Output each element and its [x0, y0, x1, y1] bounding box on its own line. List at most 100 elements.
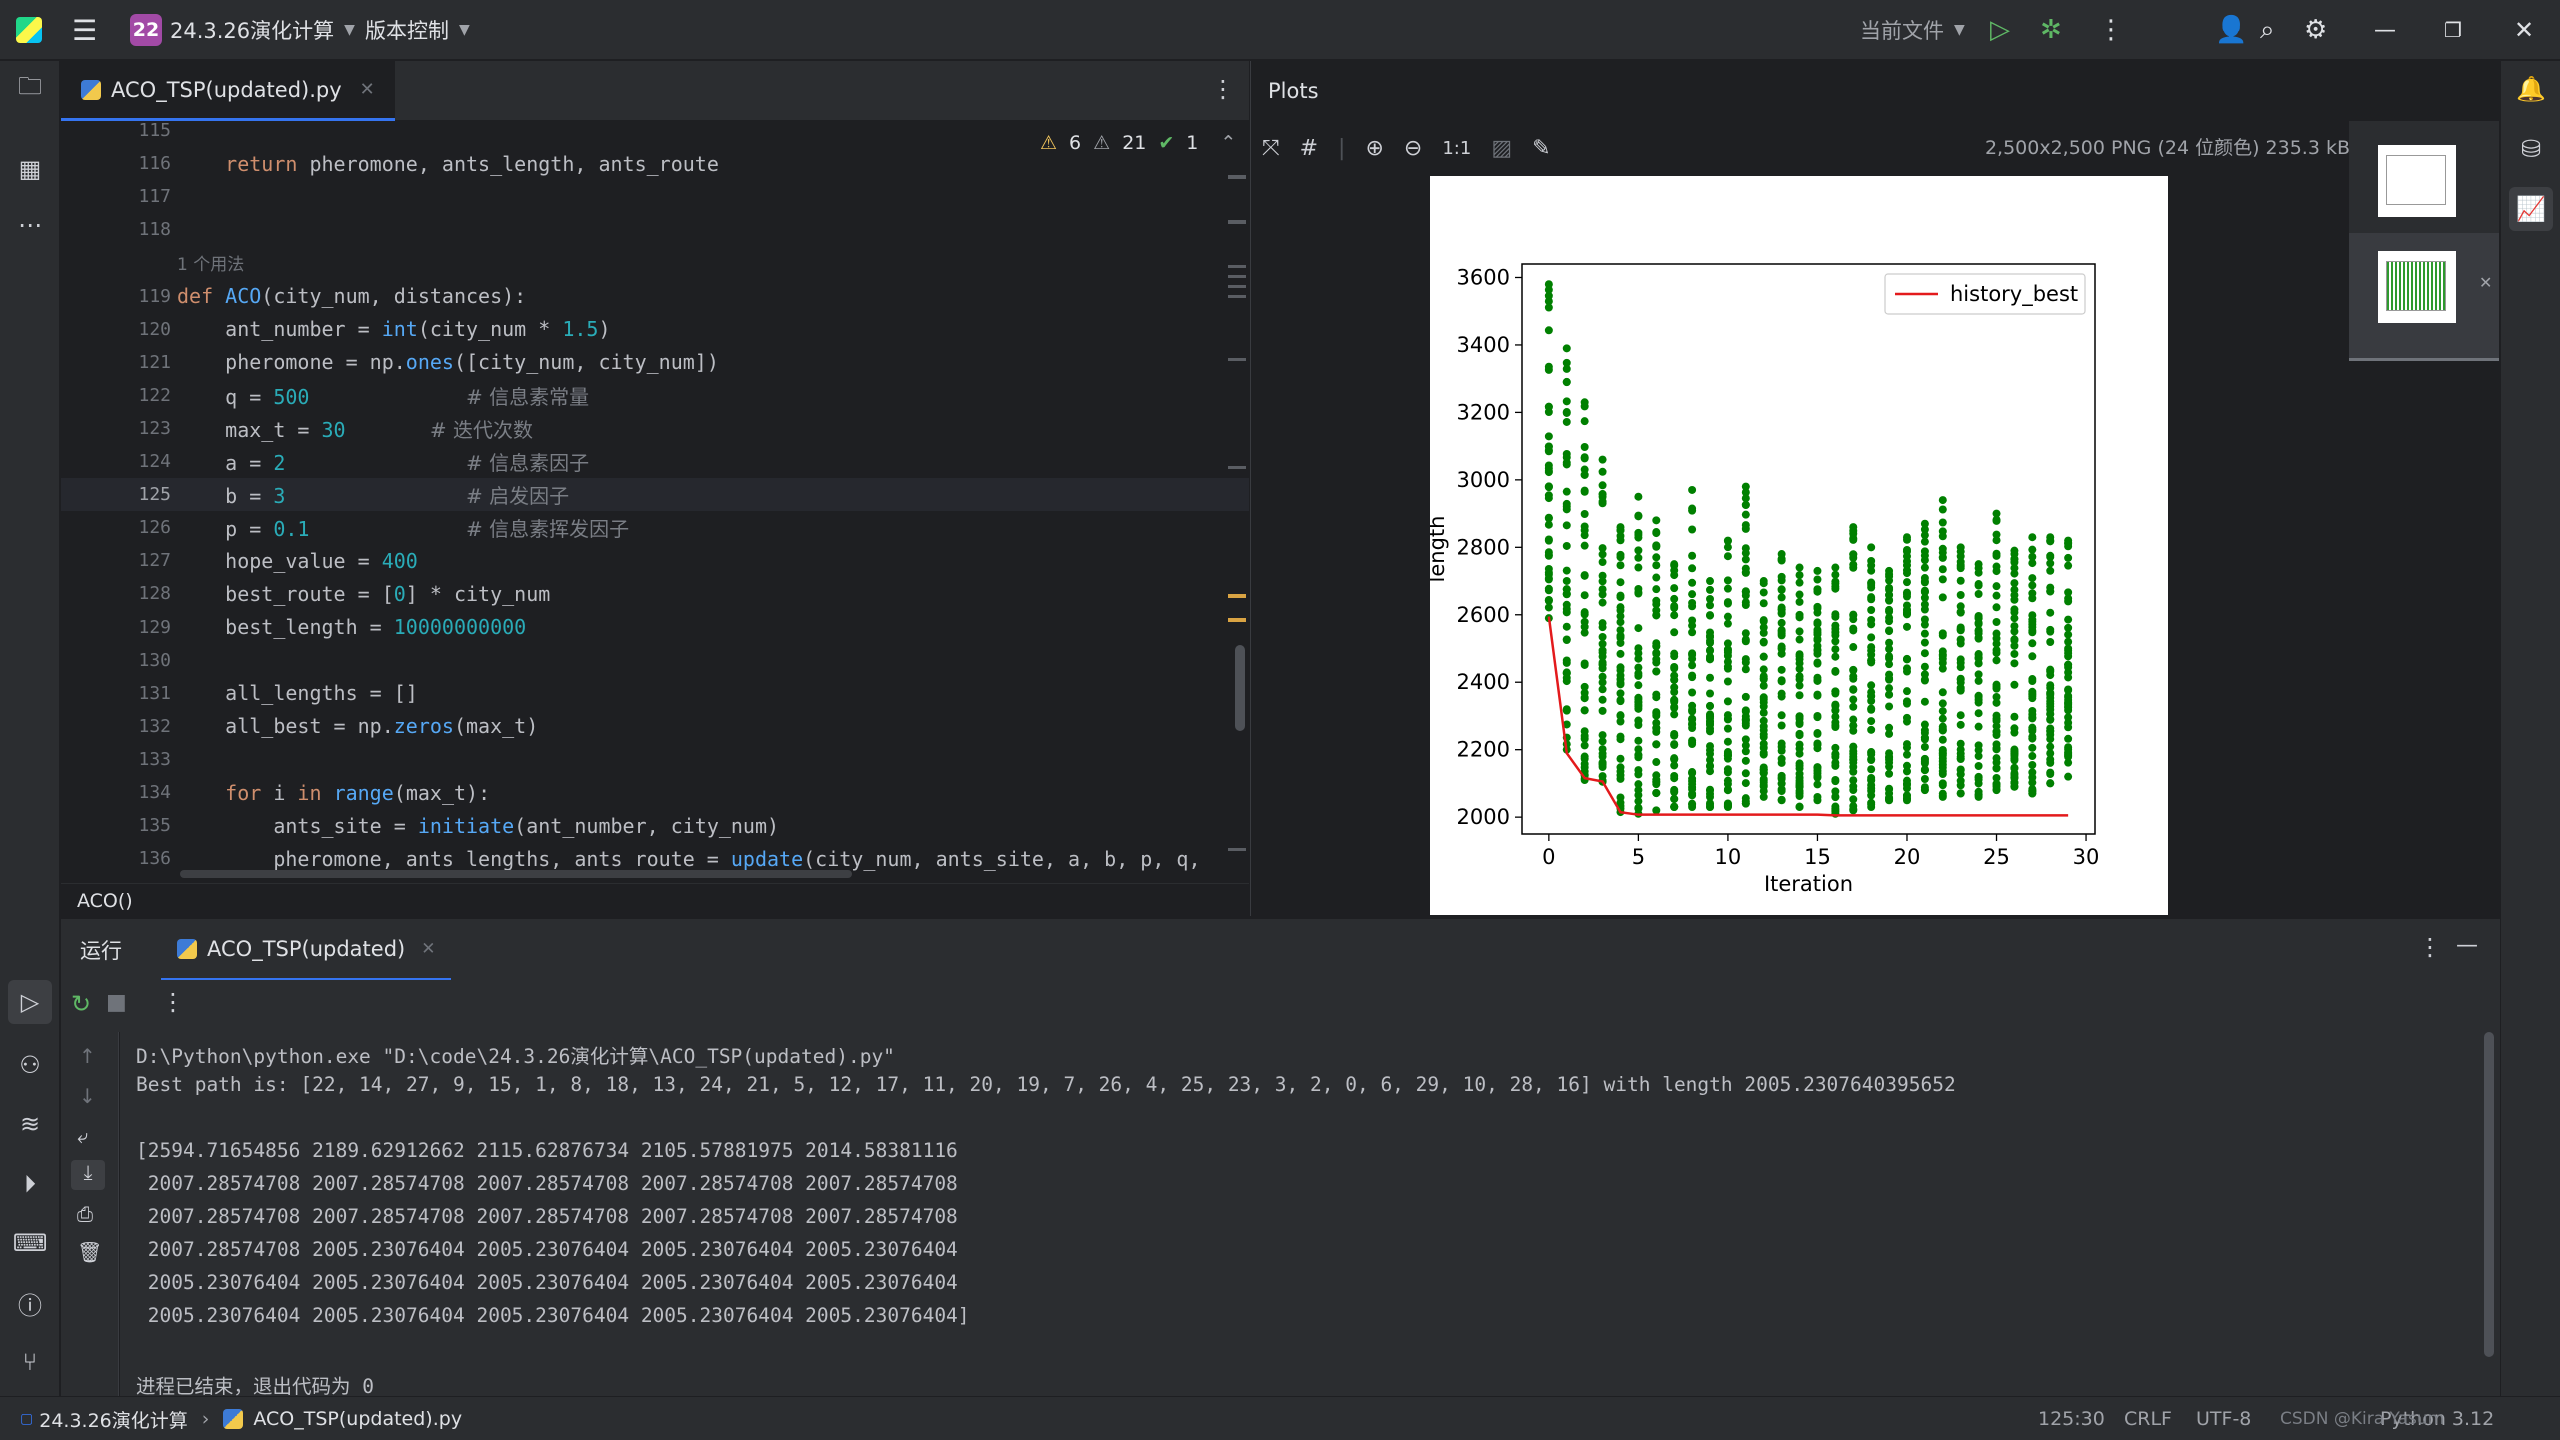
breadcrumb-item[interactable]: ACO() [77, 889, 133, 912]
close-thumbnail-icon[interactable]: ✕ [2479, 273, 2493, 292]
python-console-icon[interactable]: ⚇ [19, 1051, 41, 1079]
print-icon[interactable]: ⎙ [77, 1202, 93, 1226]
code-line[interactable]: 120 ant_number = int(city_num * 1.5) [61, 313, 1249, 346]
console-scrollbar-thumb[interactable] [2484, 1032, 2494, 1357]
code-line[interactable]: 123 max_t = 30 # 迭代次数 [61, 412, 1249, 445]
run-icon[interactable]: ▷ [1990, 15, 2010, 45]
data-point [1759, 665, 1768, 674]
zoom-out-icon[interactable]: ⊖ [1403, 135, 1423, 161]
thumbnail-2-selected[interactable]: ✕ [2349, 233, 2499, 359]
code-line[interactable]: 119 def ACO(city_num, distances): [61, 280, 1249, 313]
close-icon[interactable]: ✕ [2514, 16, 2535, 44]
tab-aco-tsp[interactable]: ACO_TSP(updated).py ✕ [61, 61, 395, 121]
data-point [2064, 561, 2073, 570]
arrow-down-icon[interactable]: ↓ [79, 1084, 96, 1108]
usage-hint[interactable]: 1 个用法 [177, 255, 245, 276]
debug-icon[interactable]: ✲ [2040, 15, 2062, 45]
plots-tool-icon[interactable]: 📈 [2509, 187, 2553, 231]
more-tools-icon[interactable]: ⋯ [18, 211, 42, 239]
vcs-menu[interactable]: 版本控制 ▼ [365, 0, 470, 60]
search-icon[interactable]: ⌕ [2260, 14, 2275, 45]
editor-scrollbar-thumb[interactable] [1235, 645, 1245, 731]
tab-options-icon[interactable]: ⋮ [1211, 75, 1235, 103]
minimize-icon[interactable]: — [2374, 17, 2396, 43]
notifications-icon[interactable]: 🔔 [2516, 75, 2546, 103]
more-icon[interactable]: ⋮ [2098, 15, 2124, 45]
problems-icon[interactable]: ⓘ [18, 1291, 42, 1320]
status-project[interactable]: ▢ 24.3.26演化计算 › ACO_TSP(updated).py [20, 1397, 462, 1440]
structure-icon[interactable]: ▦ [18, 155, 42, 183]
data-point [1992, 515, 2001, 524]
status-position[interactable]: 125:30 [2038, 1408, 2105, 1430]
console-output[interactable] [120, 1032, 2500, 1396]
code-line[interactable]: 115 [61, 114, 1249, 147]
data-point [1652, 585, 1661, 594]
code-line[interactable]: 116 return pheromone, ants_length, ants_… [61, 147, 1249, 180]
code-line[interactable]: 129 best_length = 10000000000 [61, 611, 1249, 644]
arrow-up-icon[interactable]: ↑ [79, 1044, 96, 1068]
main-menu-icon[interactable]: ☰ [72, 13, 98, 47]
editor-hscrollbar-thumb[interactable] [180, 870, 852, 878]
restore-icon[interactable]: ❐ [2444, 18, 2462, 42]
rerun-icon[interactable]: ↻ [71, 990, 92, 1018]
thumbnail-1[interactable] [2378, 145, 2456, 217]
color-picker-icon[interactable]: ✎ [1532, 135, 1551, 161]
code-line[interactable]: 134 for i in range(max_t): [61, 776, 1249, 809]
data-point [1831, 628, 1840, 637]
tab-run-config[interactable]: ACO_TSP(updated) ✕ [161, 919, 452, 981]
code-line[interactable]: 132 all_best = np.zeros(max_t) [61, 710, 1249, 743]
status-encoding[interactable]: UTF-8 [2196, 1408, 2252, 1430]
breadcrumb[interactable]: ACO() [61, 883, 1249, 917]
layers-icon[interactable]: ≋ [19, 1110, 41, 1138]
weak-warning-icon: ⚠ [1093, 132, 1111, 154]
close-tab-icon[interactable]: ✕ [421, 938, 436, 959]
chevron-up-icon[interactable]: ⌃ [1220, 132, 1237, 154]
gear-icon[interactable]: ⚙ [2304, 15, 2328, 45]
run-tool-icon[interactable]: ▷ [8, 980, 52, 1024]
database-icon[interactable]: ⛁ [2520, 135, 2542, 163]
git-icon[interactable]: ⑂ [22, 1348, 38, 1376]
status-interpreter[interactable]: Python 3.12 [2380, 1408, 2495, 1430]
code-line[interactable]: 131 all_lengths = [] [61, 677, 1249, 710]
code-line[interactable]: 127 hope_value = 400 [61, 544, 1249, 577]
code-line[interactable]: 122 q = 500 # 信息素常量 [61, 379, 1249, 412]
data-point [1849, 726, 1858, 735]
background-icon[interactable]: ▨ [1491, 135, 1513, 161]
data-point [1938, 544, 1947, 553]
code-line[interactable]: 133 [61, 743, 1249, 776]
data-point [1562, 458, 1571, 467]
add-user-icon[interactable]: 👤 [2215, 15, 2248, 45]
data-point [1920, 735, 1929, 744]
code-line[interactable]: 136 pheromone, ants_lengths, ants_route … [61, 842, 1249, 875]
app-logo[interactable] [16, 0, 42, 60]
grid-icon[interactable]: # [1299, 135, 1319, 161]
run-config-selector[interactable]: 当前文件 ▼ [1860, 0, 1965, 60]
project-selector[interactable]: 22 24.3.26演化计算 ▼ [130, 0, 355, 60]
data-point [2028, 652, 2037, 661]
more-icon[interactable]: ⋮ [161, 988, 185, 1016]
code-line[interactable]: 125 b = 3 # 启发因子 [61, 478, 1249, 512]
code-line[interactable]: 117 [61, 180, 1249, 213]
fit-icon[interactable]: ⤧ [1262, 135, 1280, 161]
code-line[interactable]: 126 p = 0.1 # 信息素挥发因子 [61, 511, 1249, 544]
status-line-separator[interactable]: CRLF [2124, 1408, 2172, 1430]
trash-icon[interactable]: 🗑 [77, 1240, 103, 1264]
zoom-in-icon[interactable]: ⊕ [1365, 135, 1384, 161]
terminal-icon[interactable]: ⌨ [12, 1229, 48, 1257]
code-line[interactable]: 130 [61, 644, 1249, 677]
close-tab-icon[interactable]: ✕ [359, 79, 375, 100]
zoom-reset-button[interactable]: 1:1 [1442, 137, 1472, 159]
code-line[interactable]: 128 best_route = [0] * city_num [61, 577, 1249, 610]
services-icon[interactable]: ⏵ [24, 1170, 36, 1198]
inspections-widget[interactable]: ⚠6 ⚠21 ✔1 ⌃ ⌄ [1040, 128, 1264, 158]
hide-panel-icon[interactable]: — [2456, 933, 2478, 958]
folder-icon[interactable]: 🗀 [18, 71, 42, 100]
code-line[interactable]: 121 pheromone = np.ones([city_num, city_… [61, 346, 1249, 379]
stop-icon[interactable]: ■ [106, 990, 127, 1015]
scroll-to-end-icon[interactable]: ⤓ [71, 1160, 105, 1190]
run-options-icon[interactable]: ⋮ [2418, 933, 2442, 961]
code-line[interactable]: 135 ants_site = initiate(ant_number, cit… [61, 809, 1249, 842]
soft-wrap-icon[interactable]: ⤶ [77, 1124, 89, 1148]
code-line[interactable]: 118 [61, 213, 1249, 246]
code-line[interactable]: 124 a = 2 # 信息素因子 [61, 445, 1249, 478]
